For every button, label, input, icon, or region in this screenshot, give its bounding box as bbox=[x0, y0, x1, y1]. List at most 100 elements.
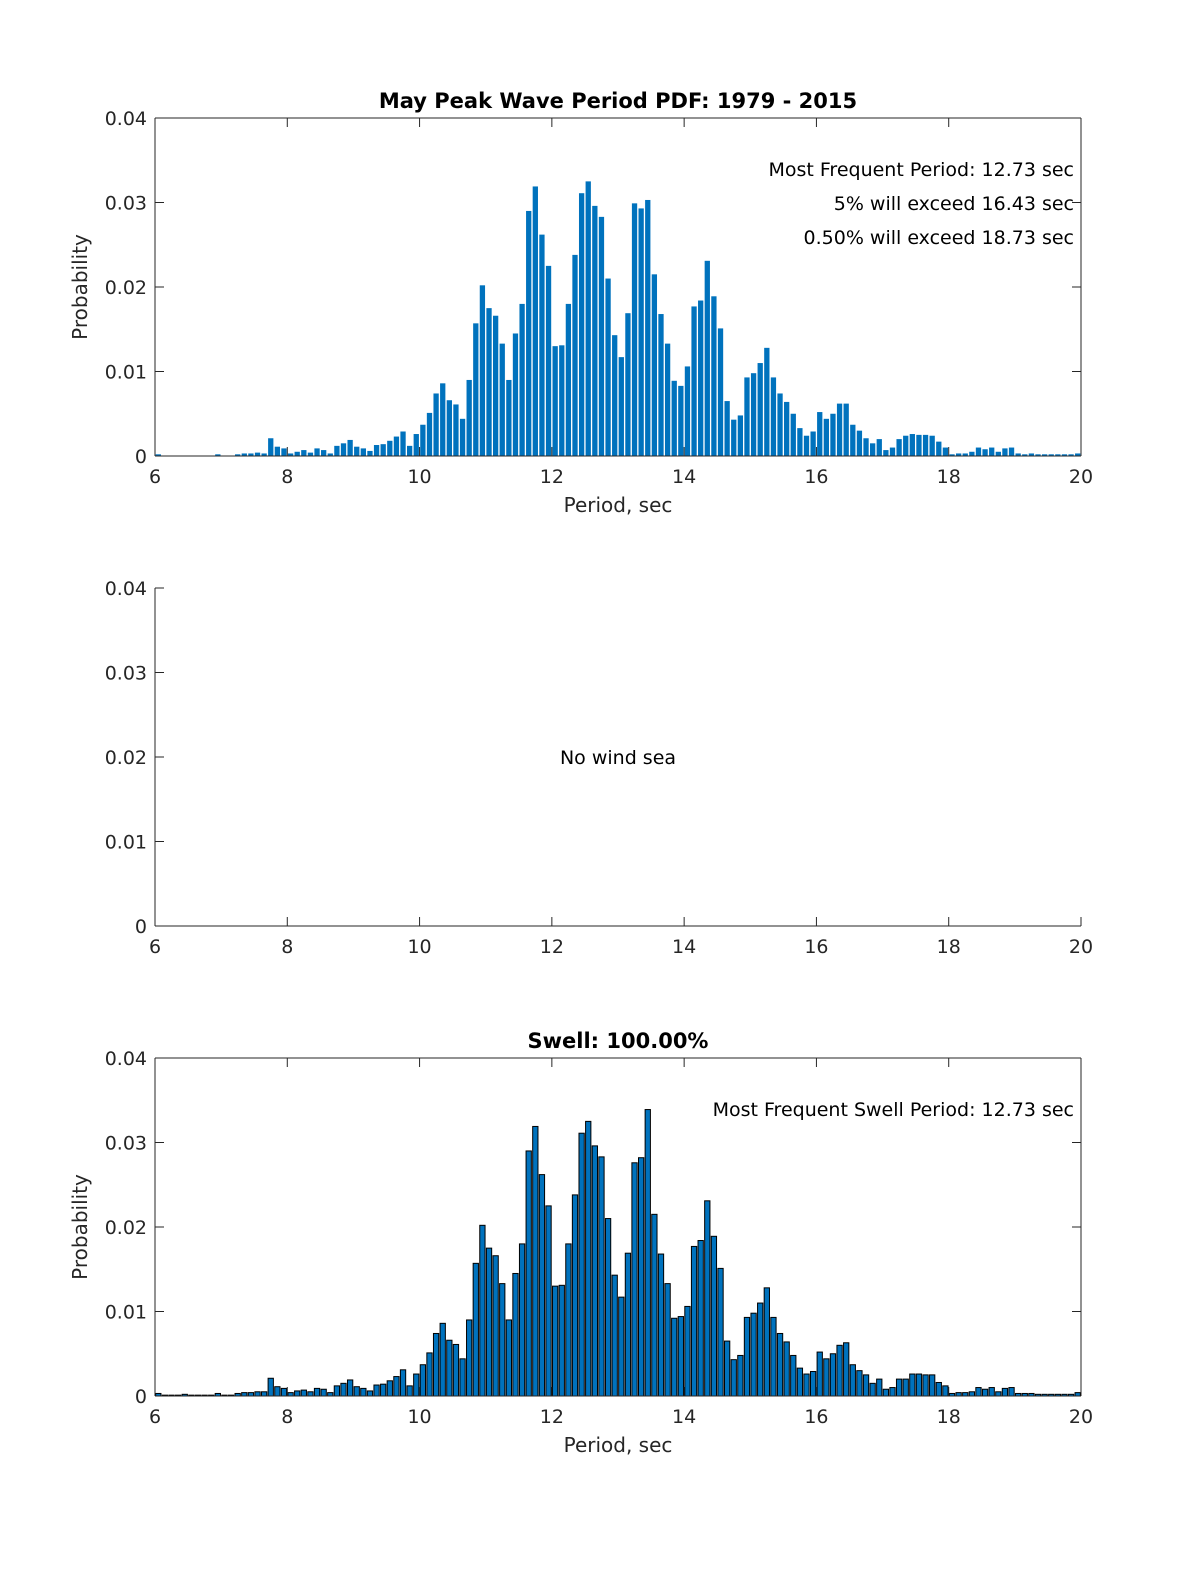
bar bbox=[248, 453, 254, 456]
bar bbox=[882, 1388, 890, 1397]
bar bbox=[499, 1283, 506, 1397]
bar bbox=[677, 1316, 684, 1397]
bar bbox=[678, 385, 684, 456]
bar bbox=[737, 1354, 744, 1397]
bar bbox=[373, 445, 380, 456]
bar bbox=[903, 435, 909, 456]
bar bbox=[1061, 454, 1068, 456]
bar bbox=[995, 1391, 1002, 1397]
bar bbox=[386, 1380, 393, 1397]
bar bbox=[909, 434, 915, 456]
bar bbox=[724, 401, 730, 456]
bar bbox=[843, 403, 849, 456]
bar bbox=[730, 1359, 737, 1397]
x-tick-label: 14 bbox=[672, 936, 696, 958]
x-tick-label: 18 bbox=[937, 1406, 961, 1428]
bar bbox=[611, 1274, 618, 1397]
bar bbox=[817, 412, 823, 456]
bar bbox=[651, 1213, 658, 1397]
bar bbox=[803, 435, 810, 456]
bar bbox=[757, 363, 763, 456]
bar bbox=[604, 1218, 612, 1397]
bar bbox=[254, 452, 261, 456]
y-tick-label: 0.01 bbox=[105, 832, 147, 854]
y-tick-label: 0.04 bbox=[105, 578, 147, 600]
bar bbox=[281, 448, 287, 456]
y-tick-label: 0 bbox=[135, 446, 147, 468]
bar bbox=[982, 449, 988, 456]
y-tick-label: 0.02 bbox=[105, 277, 147, 299]
bar bbox=[406, 1385, 413, 1397]
y-axis-label: Probability bbox=[68, 1174, 92, 1280]
x-tick-label: 14 bbox=[672, 466, 696, 488]
bar bbox=[723, 1340, 731, 1397]
bar bbox=[823, 418, 829, 456]
bar bbox=[598, 216, 605, 456]
bar bbox=[1002, 448, 1008, 456]
bar bbox=[631, 203, 638, 456]
x-tick-label: 12 bbox=[540, 466, 564, 488]
bar bbox=[420, 424, 426, 456]
bar bbox=[532, 1125, 539, 1397]
bar bbox=[711, 296, 717, 456]
bar bbox=[353, 1386, 360, 1397]
bar bbox=[294, 451, 300, 456]
bar bbox=[1068, 454, 1074, 456]
bar bbox=[803, 1373, 810, 1397]
bar bbox=[770, 1316, 777, 1397]
bar bbox=[387, 440, 393, 456]
bar bbox=[346, 1379, 354, 1397]
bar bbox=[433, 393, 439, 456]
bar bbox=[744, 377, 750, 456]
x-tick-label: 18 bbox=[937, 466, 961, 488]
bar bbox=[829, 1353, 837, 1397]
bar bbox=[506, 379, 512, 456]
x-tick-label: 6 bbox=[149, 1406, 161, 1428]
bar bbox=[1048, 454, 1054, 456]
y-tick-label: 0.04 bbox=[105, 1048, 147, 1070]
bar bbox=[598, 1156, 605, 1397]
bar bbox=[472, 1262, 479, 1397]
bar bbox=[287, 453, 294, 456]
bar bbox=[446, 400, 452, 456]
bar bbox=[664, 1283, 671, 1397]
bar bbox=[578, 193, 585, 456]
bar bbox=[671, 380, 677, 456]
bar bbox=[585, 181, 591, 457]
bar bbox=[571, 1194, 579, 1397]
x-tick-label: 16 bbox=[804, 466, 828, 488]
bar bbox=[261, 453, 267, 456]
bar bbox=[618, 357, 624, 456]
bar bbox=[856, 1370, 863, 1397]
bar bbox=[300, 1389, 307, 1397]
bar bbox=[704, 1200, 711, 1397]
bar bbox=[645, 199, 651, 456]
bar bbox=[691, 306, 697, 456]
bar bbox=[936, 441, 942, 456]
bar bbox=[334, 445, 340, 456]
y-tick-label: 0 bbox=[135, 916, 147, 938]
bar bbox=[651, 274, 658, 456]
bar bbox=[631, 1162, 638, 1397]
x-tick-label: 20 bbox=[1069, 936, 1093, 958]
bar bbox=[545, 265, 552, 457]
bar bbox=[526, 210, 532, 456]
panel-total: May Peak Wave Period PDF: 1979 - 2015 Pr… bbox=[68, 89, 1093, 517]
bar bbox=[327, 453, 333, 456]
bar bbox=[657, 1253, 665, 1397]
bar bbox=[400, 431, 406, 456]
bar bbox=[1015, 453, 1021, 456]
y-tick-label: 0.02 bbox=[105, 1217, 147, 1239]
panel-windsea: No wind sea 6 8 10 12 14 16 18 20 0 0.01 0.02 0.03 0… bbox=[105, 578, 1093, 958]
bar bbox=[320, 1388, 327, 1397]
x-tick-label: 10 bbox=[407, 1406, 431, 1428]
annotation-most-frequent-swell: Most Frequent Swell Period: 12.73 sec bbox=[713, 1099, 1074, 1121]
bar bbox=[625, 313, 631, 456]
bar bbox=[492, 1255, 499, 1397]
center-text-no-wind-sea: No wind sea bbox=[560, 747, 676, 769]
bar bbox=[638, 208, 644, 456]
x-tick-label: 6 bbox=[149, 936, 161, 958]
bar bbox=[360, 1387, 367, 1397]
bar bbox=[710, 1235, 718, 1397]
bar bbox=[895, 1378, 903, 1397]
